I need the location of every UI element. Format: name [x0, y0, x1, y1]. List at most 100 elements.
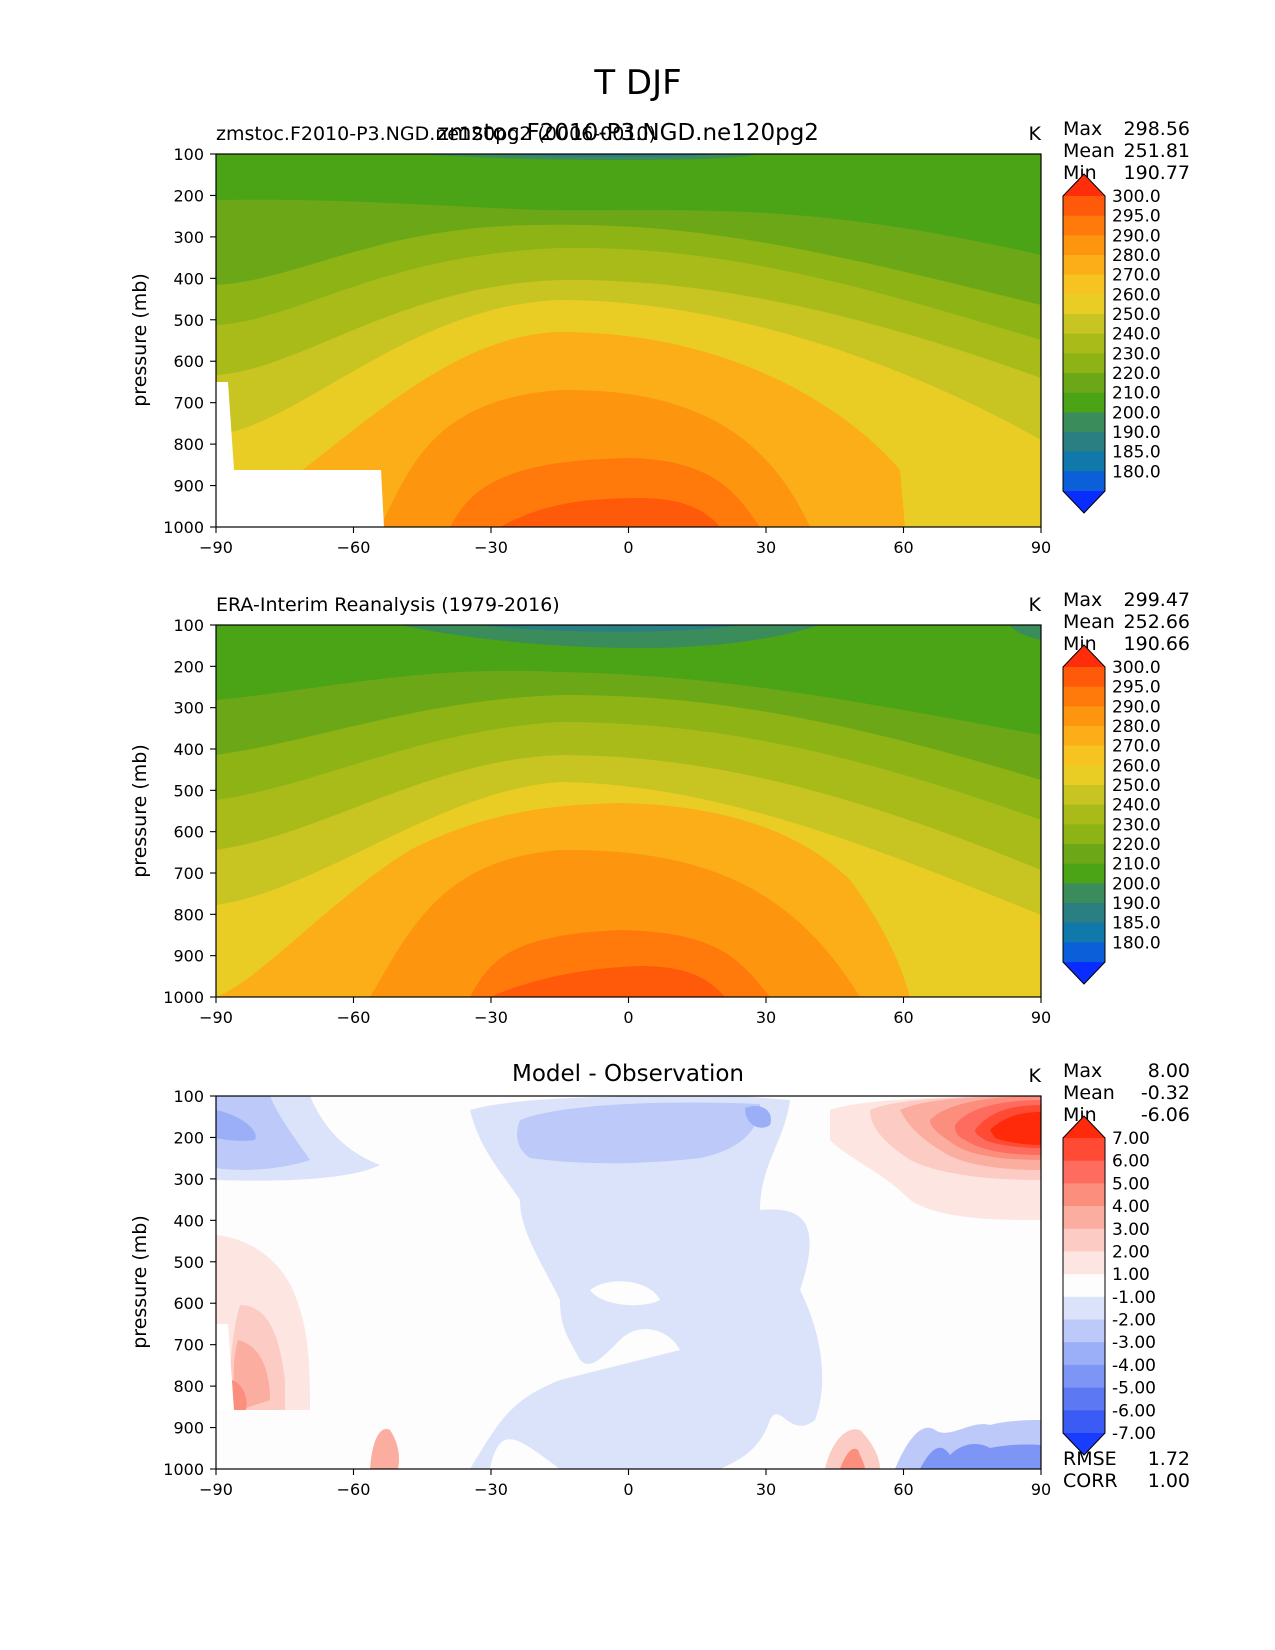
- model-x-tick-label: 0: [623, 538, 633, 557]
- model-y-tick-label: 900: [173, 477, 204, 496]
- panel-difference: Model - Observation K pressure (mb) 100 2…: [129, 1060, 1190, 1499]
- model-colorbar-segment: [1063, 255, 1105, 276]
- model-colorbar-label: 220.0: [1112, 364, 1161, 384]
- model-colorbar-segment: [1063, 294, 1105, 315]
- diff-colorbar-label: 6.00: [1112, 1152, 1150, 1172]
- model-y-tick-label: 300: [173, 228, 204, 247]
- diff-stat-max-label: Max: [1063, 1060, 1102, 1082]
- obs-x-tick-label: 30: [756, 1008, 776, 1027]
- obs-colorbar-label: 290.0: [1112, 697, 1161, 717]
- obs-colorbar-segment: [1063, 863, 1105, 884]
- obs-colorbar-extend-min: [1063, 962, 1105, 984]
- model-y-tick-label: 700: [173, 394, 204, 413]
- obs-stats: Max 299.47 Mean 252.66 Min 190.66: [1063, 589, 1190, 655]
- model-x-tick-label: −90: [199, 538, 233, 557]
- diff-band-neg2-tropics: [517, 1102, 760, 1164]
- model-band-295-300: [500, 498, 720, 527]
- diff-x-tick-label: −90: [199, 1480, 233, 1499]
- panel-observation: ERA-Interim Reanalysis (1979-2016) K pre…: [129, 589, 1190, 1027]
- obs-colorbar-label: 230.0: [1112, 815, 1161, 835]
- model-stat-min: 190.77: [1124, 162, 1190, 184]
- obs-colorbar-label: 180.0: [1112, 933, 1161, 953]
- diff-x-tick-label: 90: [1031, 1480, 1051, 1499]
- obs-stat-max: 299.47: [1124, 589, 1190, 611]
- obs-units: K: [1029, 594, 1042, 616]
- diff-band-pos4-south: [232, 1380, 247, 1410]
- diff-colorbar-outline: [1062, 1115, 1106, 1456]
- obs-band-280-290: [370, 849, 860, 997]
- obs-colorbar-label: 260.0: [1112, 756, 1161, 776]
- diff-stat-mean: -0.32: [1141, 1082, 1190, 1104]
- obs-y-tick-label: 500: [173, 781, 204, 800]
- obs-band-200-210: [400, 625, 820, 648]
- diff-band-pos7-north: [990, 1112, 1041, 1145]
- model-units: K: [1029, 123, 1042, 145]
- obs-colorbar-outline: [1062, 644, 1106, 985]
- diff-colorbar-segment: [1063, 1138, 1105, 1162]
- model-y-tick-label: 200: [173, 186, 204, 205]
- diff-y-tick-label: 900: [173, 1419, 204, 1438]
- obs-stat-min: 190.66: [1124, 633, 1190, 655]
- model-colorbar-label: 230.0: [1112, 344, 1161, 364]
- model-colorbar-label: 185.0: [1112, 443, 1161, 463]
- diff-x-tick-label: 60: [893, 1480, 913, 1499]
- diff-spot-pos-sfc-2: [825, 1429, 880, 1469]
- diff-band-neg2-south: [216, 1096, 310, 1170]
- obs-colorbar-segment: [1063, 883, 1105, 904]
- model-y-tick-label: 400: [173, 269, 204, 288]
- diff-colorbar-label: 2.00: [1112, 1242, 1150, 1262]
- diff-y-ticks: 100 200 300 400 500 600 700 800 900 1000: [163, 1087, 216, 1479]
- model-stat-max-label: Max: [1063, 118, 1102, 140]
- diff-colorbar-label: 7.00: [1112, 1129, 1150, 1149]
- diff-y-tick-label: 300: [173, 1170, 204, 1189]
- obs-y-ticks: 100 200 300 400 500 600 700 800 900 1000: [163, 616, 216, 1007]
- diff-colorbar-label: -7.00: [1112, 1424, 1156, 1444]
- model-colorbar-outline: [1062, 173, 1106, 514]
- obs-x-tick-label: −30: [474, 1008, 508, 1027]
- model-colorbar-label: 210.0: [1112, 384, 1161, 404]
- model-colorbar-label: 190.0: [1112, 423, 1161, 443]
- model-ylabel: pressure (mb): [129, 273, 151, 407]
- obs-colorbar-label: 300.0: [1112, 658, 1161, 678]
- diff-stat-min: -6.06: [1141, 1104, 1190, 1126]
- obs-colorbar-segment: [1063, 903, 1105, 924]
- obs-y-tick-label: 1000: [163, 988, 204, 1007]
- model-colorbar-label: 280.0: [1112, 246, 1161, 266]
- model-y-ticks: 100 200 300 400 500 600 700 800 900 1000: [163, 145, 216, 537]
- model-colorbar-segment: [1063, 412, 1105, 433]
- diff-colorbar-label: 4.00: [1112, 1197, 1150, 1217]
- diff-stats: Max 8.00 Mean -0.32 Min -6.06: [1063, 1060, 1190, 1126]
- obs-colorbar-label: 200.0: [1112, 874, 1161, 894]
- model-colorbar-segment: [1063, 333, 1105, 354]
- obs-left-label: ERA-Interim Reanalysis (1979-2016): [216, 594, 560, 616]
- obs-colorbar-segment: [1063, 804, 1105, 825]
- obs-colorbar-label: 295.0: [1112, 678, 1161, 698]
- obs-y-tick-label: 900: [173, 947, 204, 966]
- model-colorbar-label: 290.0: [1112, 226, 1161, 246]
- diff-colorbar-segment: [1063, 1410, 1105, 1434]
- model-colorbar-label: 270.0: [1112, 266, 1161, 286]
- obs-colorbar-segment: [1063, 824, 1105, 845]
- diff-corr: 1.00: [1148, 1470, 1190, 1492]
- diff-colorbar-segment: [1063, 1387, 1105, 1411]
- obs-colorbar-segment: [1063, 686, 1105, 707]
- obs-x-tick-label: −90: [199, 1008, 233, 1027]
- obs-y-tick-label: 200: [173, 657, 204, 676]
- diff-missing-mask: [216, 1324, 234, 1410]
- obs-y-tick-label: 700: [173, 864, 204, 883]
- diff-colorbar-label: 5.00: [1112, 1174, 1150, 1194]
- diff-colorbar-label: -1.00: [1112, 1288, 1156, 1308]
- diff-colorbar-segment: [1063, 1228, 1105, 1252]
- obs-colorbar-label: 270.0: [1112, 737, 1161, 757]
- model-x-tick-label: −30: [474, 538, 508, 557]
- model-band-190-200: [480, 154, 720, 157]
- model-colorbar-segment: [1063, 432, 1105, 453]
- diff-colorbar-label: 1.00: [1112, 1265, 1150, 1285]
- obs-y-tick-label: 600: [173, 823, 204, 842]
- diff-colorbar-segment: [1063, 1274, 1105, 1298]
- diff-colorbar-label: -3.00: [1112, 1333, 1156, 1353]
- obs-colorbar-label: 250.0: [1112, 776, 1161, 796]
- model-x-tick-label: −60: [337, 538, 371, 557]
- diff-x-tick-label: −30: [474, 1480, 508, 1499]
- diff-colorbar-extend-max: [1063, 1116, 1105, 1138]
